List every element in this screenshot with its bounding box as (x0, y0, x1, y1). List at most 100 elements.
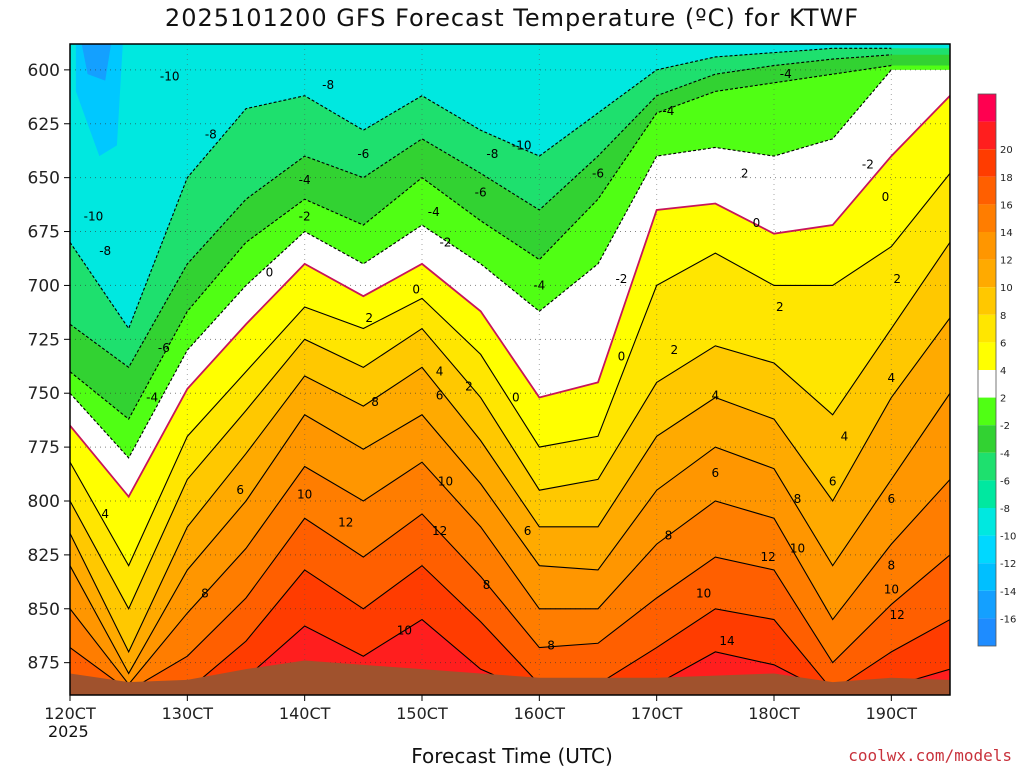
contour-label: 8 (888, 559, 896, 573)
contour-label: 8 (201, 587, 209, 601)
contour-label: 8 (371, 395, 379, 409)
contour-label: -4 (533, 278, 545, 292)
contour-label: 2 (465, 380, 473, 394)
isotherm-line (70, 564, 950, 695)
contour-label: 8 (547, 638, 555, 652)
colorbar-label: 4 (1000, 366, 1006, 377)
colorbar-label: 18 (1000, 173, 1013, 184)
colorbar-frame (977, 93, 997, 647)
colorbar: 20 18 16 14 12 10 8 6 4 2 -2 -4 -6 -8 -10 -12 -14 -16 (977, 93, 1016, 647)
contour-label: 8 (794, 492, 802, 506)
colorbar-swatch (978, 370, 996, 398)
contour-label: -6 (475, 186, 487, 200)
contour-label: 2 (365, 311, 373, 325)
isotherm-line (70, 69, 892, 459)
x-tick-label: 130CT (162, 704, 214, 723)
contour-label: 10 (397, 623, 412, 637)
isotherm-line (70, 461, 950, 686)
contour-label: -10 (512, 138, 532, 152)
contour-label: 6 (829, 475, 837, 489)
contour-label: 0 (882, 190, 890, 204)
colorbar-swatch (978, 176, 996, 205)
plot-frame (69, 43, 951, 696)
colorbar-label: 16 (1000, 200, 1013, 211)
credit-link[interactable]: coolwx.com/models (848, 746, 1012, 765)
contour-label: -6 (592, 166, 604, 180)
colorbar-label: -6 (1000, 476, 1010, 487)
contour-label: 6 (524, 524, 532, 538)
colorbar-label: -12 (1000, 559, 1016, 570)
contour-label: 14 (719, 634, 734, 648)
contour-label: 10 (297, 488, 312, 502)
contour-label: 2 (670, 343, 678, 357)
y-tick-label: 775 (28, 438, 60, 458)
colorbar-swatch (978, 94, 996, 122)
contour-label: -4 (428, 205, 440, 219)
isotherm-line (70, 513, 950, 692)
contour-label: 2 (741, 166, 749, 180)
y-tick-label: 675 (28, 223, 60, 243)
colorbar-label: -4 (1000, 449, 1010, 460)
contour-label: 4 (436, 365, 444, 379)
contour-label: -6 (158, 341, 170, 355)
chart-title: 2025101200 GFS Forecast Temperature (ºC)… (164, 4, 860, 32)
y-tick-label: 800 (28, 492, 60, 512)
colorbar-label: 6 (1000, 338, 1006, 349)
contour-label: 6 (236, 483, 244, 497)
contour-label: -10 (160, 69, 180, 83)
colorbar-label: 12 (1000, 256, 1013, 267)
contour-label: -2 (615, 272, 627, 286)
contour-label: 10 (790, 541, 805, 555)
contour-label: 6 (888, 492, 896, 506)
colorbar-label: -16 (1000, 614, 1016, 625)
y-tick-label: 750 (28, 384, 60, 404)
y-axis: 600 625 650 675 700 725 750 775 800 825 850 875 (28, 61, 70, 674)
contour-label: -10 (84, 209, 104, 223)
y-tick-label: 725 (28, 330, 60, 350)
y-tick-label: 700 (28, 276, 60, 296)
y-tick-label: 650 (28, 169, 60, 189)
year-label: 2025 (48, 722, 89, 741)
contour-label: -2 (299, 209, 311, 223)
colorbar-swatch (978, 508, 996, 536)
contour-label: -8 (205, 128, 217, 142)
contour-label: 0 (618, 350, 626, 364)
contour-label: -6 (357, 147, 369, 161)
x-tick-label: 170CT (631, 704, 683, 723)
isotherm-line (70, 172, 950, 567)
colorbar-label: 10 (1000, 283, 1013, 294)
colorbar-swatch (978, 121, 996, 150)
contour-label: 4 (888, 371, 896, 385)
colorbar-swatch (978, 452, 996, 481)
plot-area: -10 -8 -8 -6 -8 -10 -6 -6 -4 -4 -2 2 -4 -2 -4 -2 -4 -2 0 0 2… (70, 44, 950, 695)
isotherm-line (70, 47, 892, 330)
contour-label: 6 (436, 388, 444, 402)
band-coldest-pocket (81, 44, 112, 81)
colorbar-swatch (978, 590, 996, 619)
contour-label: 12 (338, 516, 353, 530)
colorbar-swatch (978, 342, 996, 370)
x-tick-label: 140CT (279, 704, 331, 723)
y-tick-label: 625 (28, 115, 60, 135)
contour-label: -4 (146, 391, 158, 405)
colorbar-swatch (978, 314, 996, 343)
x-tick-label: 120CT (44, 704, 96, 723)
colorbar-swatch (978, 397, 996, 426)
colorbar-label: 14 (1000, 228, 1013, 239)
colorbar-label: 20 (1000, 145, 1013, 156)
contour-label: -2 (439, 235, 451, 249)
colorbar-swatch (978, 259, 996, 288)
contour-label: 0 (512, 391, 520, 405)
y-tick-label: 600 (28, 61, 60, 81)
isotherm-line (70, 54, 892, 369)
y-tick-label: 850 (28, 600, 60, 620)
x-tick-label: 180CT (748, 704, 800, 723)
contour-label: 12 (432, 524, 447, 538)
contour-label: 12 (890, 608, 905, 622)
isotherm-line (70, 95, 950, 499)
colorbar-swatch (978, 287, 996, 315)
isotherm-line (70, 242, 950, 611)
terrain-mask (70, 660, 950, 695)
colorbar-label: 8 (1000, 311, 1006, 322)
